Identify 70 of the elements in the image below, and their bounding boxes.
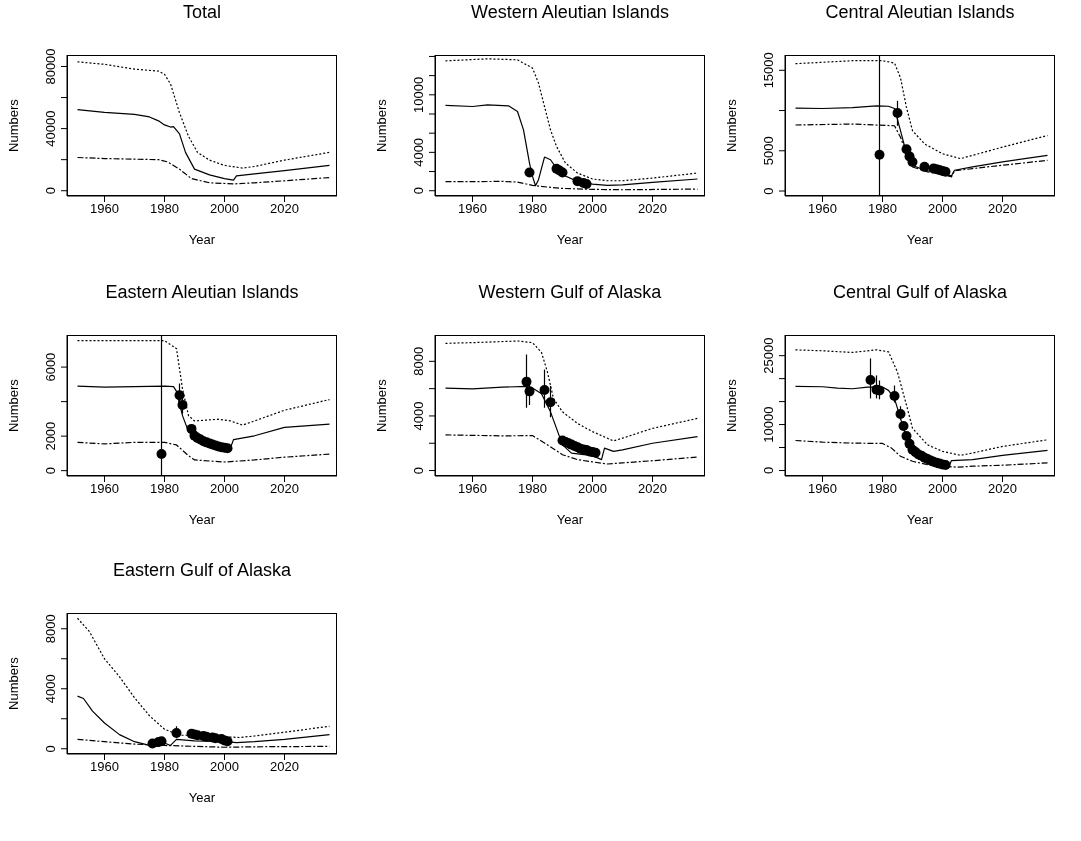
x-axis-title: Year <box>188 232 216 247</box>
y-tick-label: 8000 <box>43 614 58 644</box>
x-axis-title: Year <box>188 512 216 527</box>
chart-title: Eastern Aleutian Islands <box>104 282 300 303</box>
y-tick-label: 0 <box>411 187 426 195</box>
x-axis-title: Year <box>556 232 584 247</box>
x-axis-title: Year <box>906 232 934 247</box>
x-tick-label: 2020 <box>988 481 1017 497</box>
y-tick-label: 4000 <box>411 401 426 431</box>
x-tick-label: 2000 <box>210 481 239 497</box>
x-axis-title: Year <box>906 512 934 527</box>
x-tick-label: 1960 <box>90 201 119 217</box>
chart-title: Eastern Gulf of Alaska <box>111 560 293 581</box>
y-tick-label: 5000 <box>761 136 776 166</box>
y-tick-label: 0 <box>43 187 58 195</box>
x-tick-label: 2000 <box>210 759 239 775</box>
chart-title: Western Gulf of Alaska <box>477 282 663 303</box>
x-tick-label: 1980 <box>150 481 179 497</box>
x-tick-label: 2000 <box>578 481 607 497</box>
y-axis-title: Numbers <box>723 98 739 152</box>
x-tick-label: 2020 <box>638 481 667 497</box>
y-tick-label: 0 <box>761 466 776 475</box>
y-axis-title: Numbers <box>5 98 21 152</box>
x-tick-label: 1960 <box>90 481 119 497</box>
x-tick-label: 2000 <box>928 481 957 497</box>
y-tick-label: 0 <box>43 745 58 753</box>
x-tick-label: 2000 <box>928 201 957 217</box>
x-tick-label: 1980 <box>868 201 897 217</box>
x-axis-title: Year <box>556 512 584 527</box>
x-tick-label: 2020 <box>270 481 299 497</box>
y-tick-label: 4000 <box>411 137 426 167</box>
y-tick-label: 40000 <box>43 110 58 147</box>
x-tick-label: 2020 <box>638 201 667 217</box>
y-tick-label: 6000 <box>43 352 58 382</box>
y-tick-label: 0 <box>411 466 426 475</box>
chart-title: Western Aleutian Islands <box>470 2 670 23</box>
x-tick-label: 1980 <box>518 481 547 497</box>
y-tick-label: 8000 <box>411 346 426 376</box>
x-tick-label: 1980 <box>150 759 179 775</box>
x-tick-label: 1960 <box>808 481 837 497</box>
x-tick-label: 1980 <box>518 201 547 217</box>
x-tick-label: 2020 <box>270 201 299 217</box>
x-tick-label: 2000 <box>210 201 239 217</box>
x-tick-label: 2000 <box>578 201 607 217</box>
x-tick-label: 1980 <box>868 481 897 497</box>
y-tick-label: 80000 <box>43 48 58 85</box>
y-tick-label: 25000 <box>761 337 776 374</box>
x-tick-label: 2020 <box>988 201 1017 217</box>
chart-title: Total <box>182 2 222 23</box>
y-axis-title: Numbers <box>373 98 389 152</box>
x-tick-label: 1960 <box>808 201 837 217</box>
y-tick-label: 0 <box>761 187 776 195</box>
y-tick-label: 4000 <box>43 674 58 704</box>
y-axis-title: Numbers <box>5 656 21 710</box>
y-axis-title: Numbers <box>5 378 21 432</box>
x-tick-label: 1960 <box>458 201 487 217</box>
y-tick-label: 2000 <box>43 421 58 451</box>
x-tick-label: 1960 <box>458 481 487 497</box>
y-tick-label: 15000 <box>761 52 776 89</box>
y-axis-title: Numbers <box>723 378 739 432</box>
y-tick-label: 10000 <box>411 76 426 113</box>
y-axis-title: Numbers <box>373 378 389 432</box>
x-tick-label: 2020 <box>270 759 299 775</box>
y-tick-label: 0 <box>43 467 58 475</box>
x-axis-title: Year <box>188 790 216 805</box>
chart-title: Central Aleutian Islands <box>824 2 1016 23</box>
chart-title: Central Gulf of Alaska <box>831 282 1009 303</box>
x-tick-label: 1960 <box>90 759 119 775</box>
y-tick-label: 10000 <box>761 406 776 443</box>
x-tick-label: 1980 <box>150 201 179 217</box>
